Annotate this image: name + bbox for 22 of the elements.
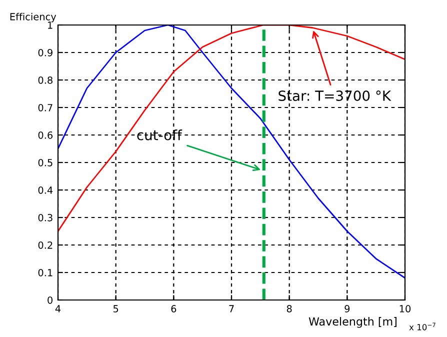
y-tick-label: 0.2: [38, 241, 52, 249]
x-tick-label: 8: [286, 305, 292, 312]
x-tick-label: 5: [113, 305, 118, 312]
y-tick-label: 0.7: [38, 104, 52, 112]
y-tick-label: 0.6: [38, 131, 53, 139]
x-tick-label: 6: [171, 305, 176, 312]
y-tick-label: 0.9: [38, 48, 52, 56]
y-tick-label: 1: [48, 22, 52, 29]
x-tick-label: 10: [400, 305, 411, 312]
y-axis-title: Efficiency: [10, 12, 56, 22]
x-tick-label: 7: [229, 305, 234, 312]
annotation: Star: T=3700 °K: [278, 90, 392, 101]
x-axis-title: Wavelength [m]: [308, 317, 396, 328]
y-tick-label: 0.1: [38, 268, 52, 276]
y-tick-label: 0.3: [38, 214, 52, 222]
text: x 10$^{−7}$: [409, 322, 436, 330]
x-tick-label: 4: [55, 305, 61, 312]
y-tick-label: 0: [48, 296, 52, 304]
y-tick-label: 0.8: [38, 76, 52, 84]
y-tick-label: 0.4: [38, 186, 53, 194]
y-tick-label: 0.5: [38, 158, 52, 166]
x-tick-label: 9: [344, 305, 350, 312]
